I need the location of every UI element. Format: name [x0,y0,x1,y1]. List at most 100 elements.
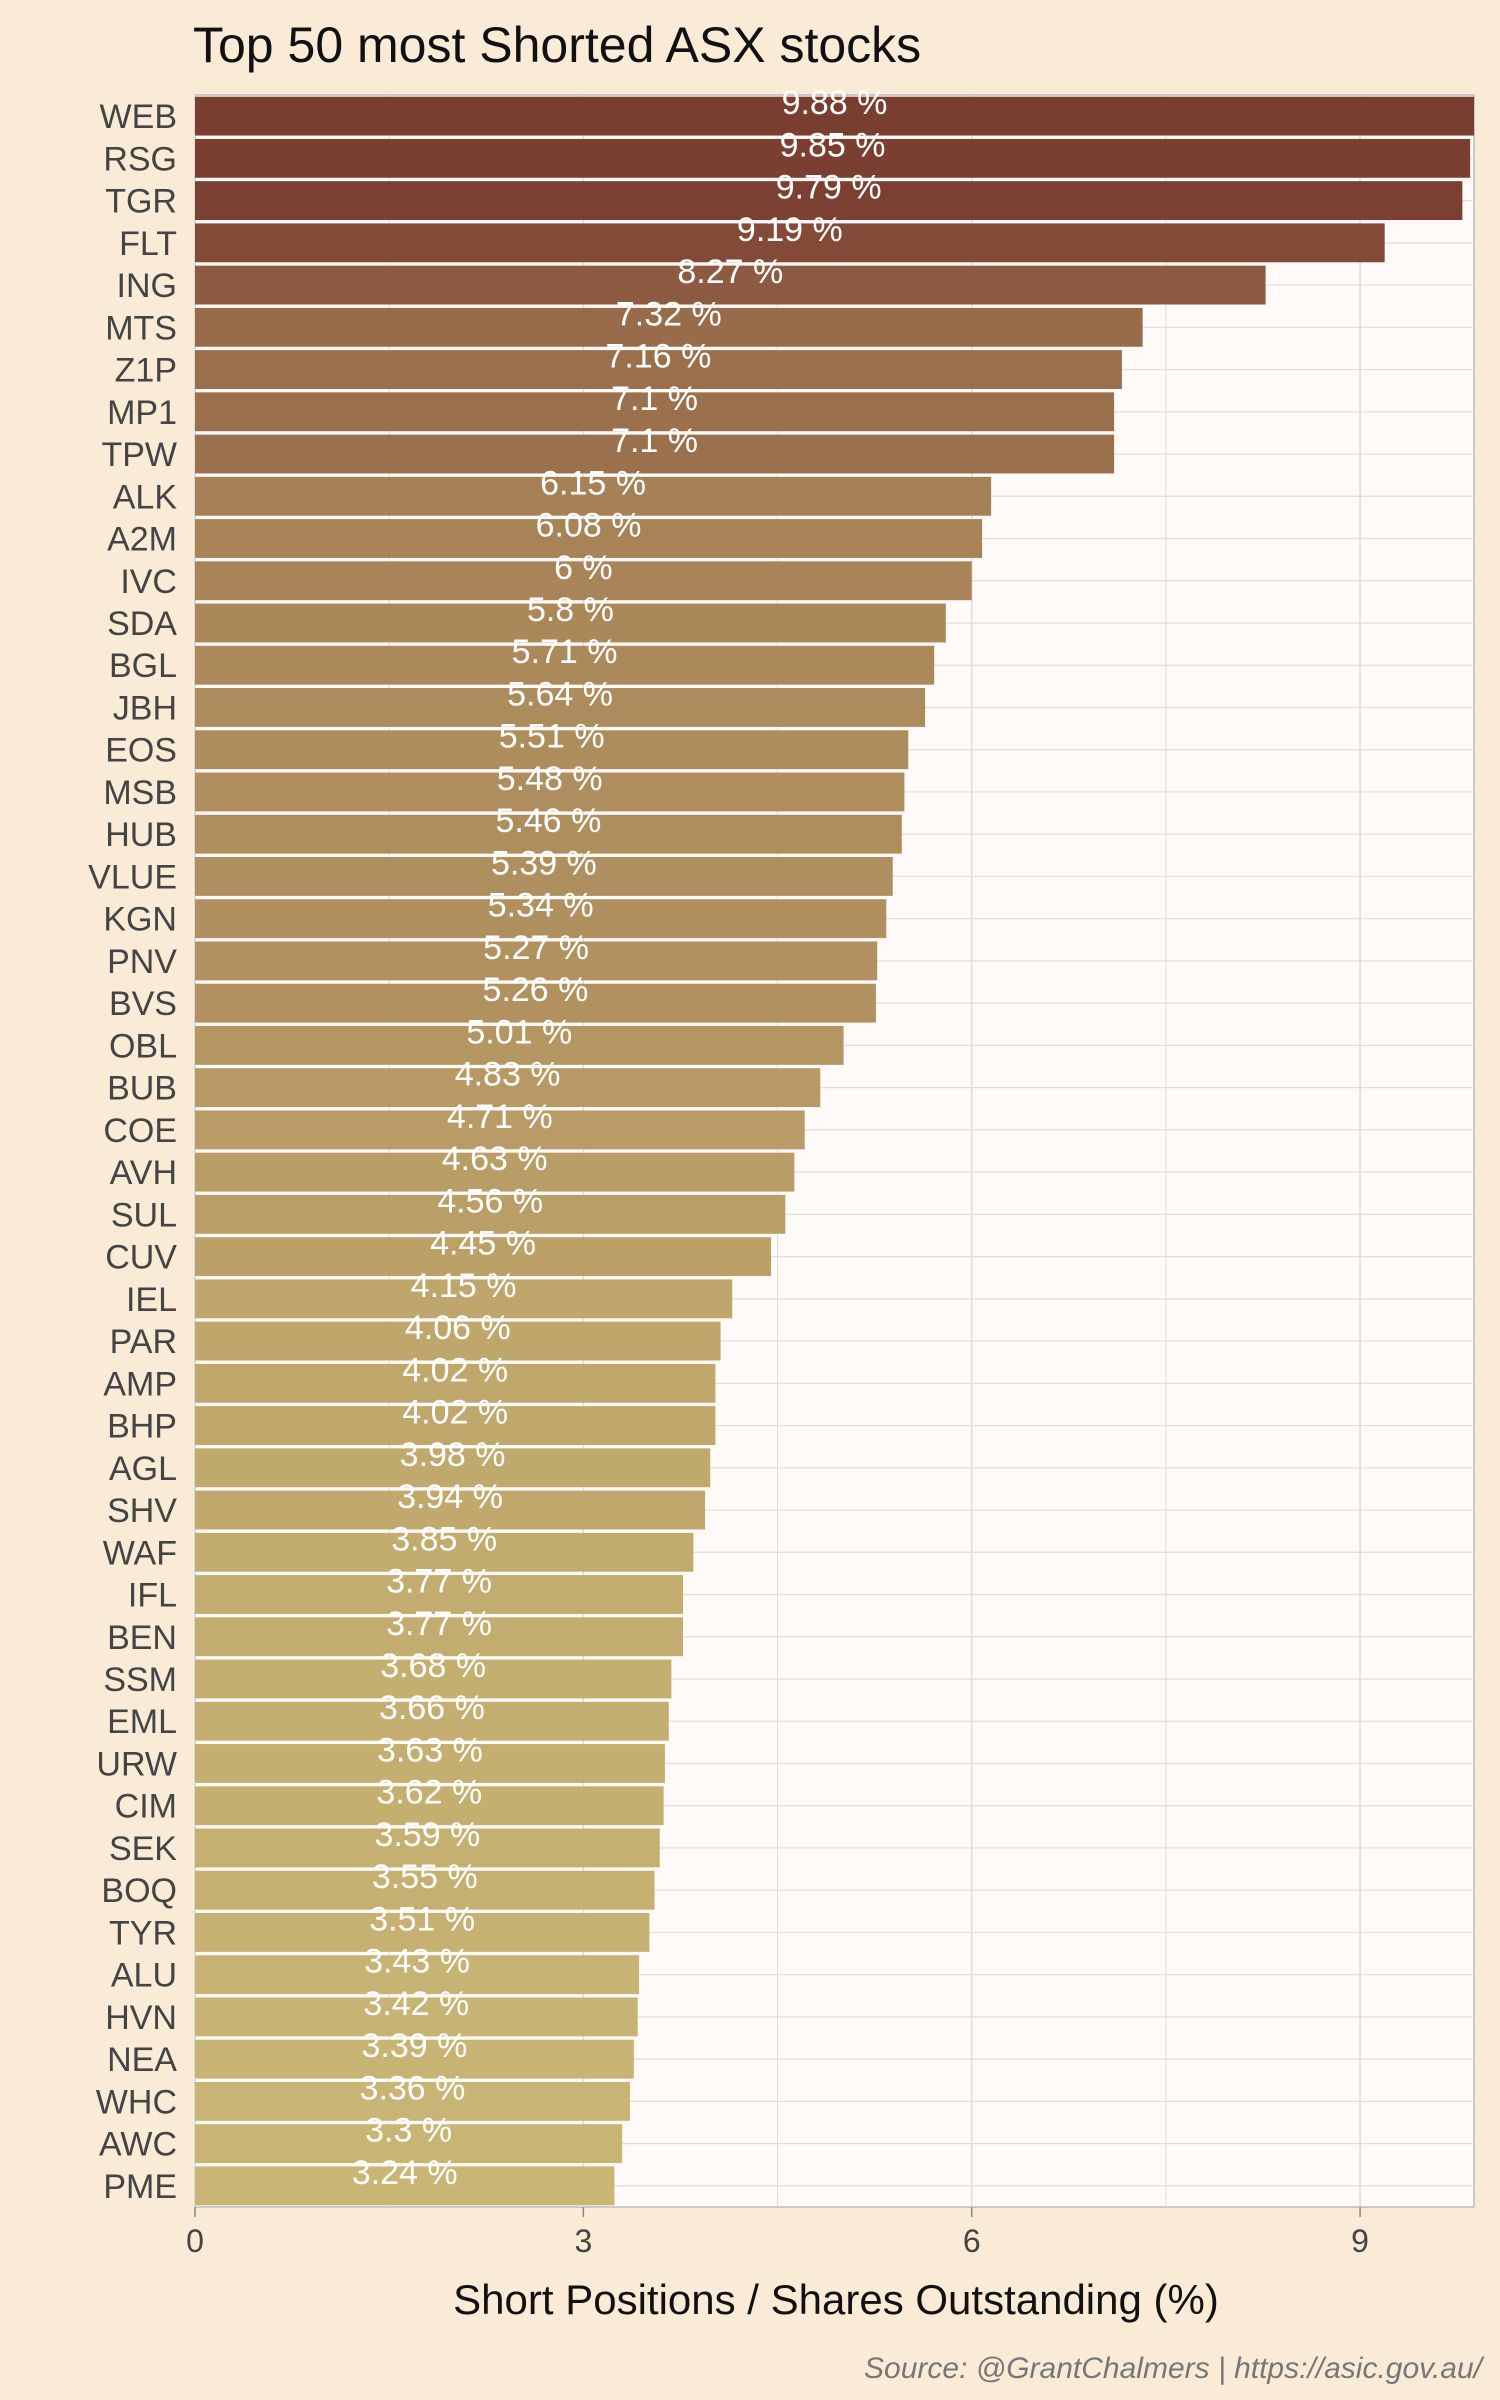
value-label: 8.27 % [677,253,783,291]
value-label: 4.83 % [455,1056,561,1094]
category-label: JBH [113,689,177,727]
bar-nea [195,2039,634,2079]
bar-boq [195,1870,655,1910]
category-label: AGL [109,1450,177,1488]
category-label: IEL [126,1281,177,1319]
value-label: 7.32 % [616,295,722,333]
category-label: EML [107,1703,177,1741]
bar-rsg [195,138,1471,178]
category-label: AMP [103,1365,177,1403]
value-label: 6.08 % [536,507,642,545]
category-label: MTS [105,309,177,347]
category-label: COE [103,1112,177,1150]
value-label: 5.39 % [491,844,597,882]
bar-par [195,1321,721,1361]
value-label: 3.43 % [364,1943,470,1981]
bar-web [195,96,1474,136]
value-label: 3.24 % [352,2154,458,2192]
bar-awc [195,2124,623,2164]
bar-whc [195,2081,630,2121]
value-label: 5.64 % [507,675,613,713]
category-label: TYR [109,1914,177,1952]
value-label: 5.48 % [497,760,603,798]
bar-tgr [195,181,1463,221]
bar-jbh [195,688,926,727]
bar-vlue [195,857,893,896]
bar-shv [195,1490,706,1530]
category-label: WAF [103,1534,177,1572]
value-label: 3.63 % [377,1731,483,1769]
category-label: SUL [111,1196,177,1234]
bar-obl [195,1025,844,1065]
value-label: 4.71 % [447,1098,553,1136]
value-label: 4.02 % [402,1394,508,1432]
category-label: MP1 [107,394,177,432]
category-label: AVH [110,1154,177,1192]
category-label: HUB [105,816,177,854]
bar-amp [195,1363,716,1403]
bar-tpw [195,434,1115,474]
bar-ifl [195,1575,684,1614]
value-label: 6.15 % [540,464,646,502]
chart-title: Top 50 most Shorted ASX stocks [193,17,921,73]
category-label: TPW [101,436,177,474]
value-label: 9.85 % [780,126,886,164]
bar-tyr [195,1913,650,1952]
x-tick-label: 9 [1351,2223,1369,2259]
category-label: BHP [107,1408,177,1446]
category-label: NEA [107,2041,177,2079]
category-label: SSM [103,1661,177,1699]
bar-sda [195,603,946,643]
value-label: 4.56 % [437,1182,543,1220]
bar-hvn [195,1997,638,2037]
value-label: 9.19 % [737,211,843,249]
category-label: OBL [109,1027,177,1065]
bar-pnv [195,941,878,981]
bar-msb [195,772,905,812]
value-label: 7.1 % [611,422,698,460]
bar-ben [195,1617,684,1657]
bar-z1p [195,350,1122,389]
category-label: WHC [96,2083,177,2121]
category-label: KGN [103,901,177,939]
category-label: FLT [119,225,177,263]
category-label: CUV [105,1239,177,1277]
bars [195,96,1474,2206]
bar-ssm [195,1659,672,1699]
category-label: SHV [107,1492,177,1530]
category-label: BUB [107,1070,177,1108]
value-label: 3.42 % [363,1985,469,2023]
bar-mp1 [195,392,1115,432]
value-label: 5.26 % [483,971,589,1009]
value-label: 3.94 % [397,1478,503,1516]
bar-ivc [195,561,972,601]
bar-cuv [195,1237,772,1277]
value-label: 4.02 % [402,1351,508,1389]
x-tick-label: 3 [574,2223,592,2259]
category-label: WEB [100,98,177,136]
category-label: SEK [109,1830,177,1868]
value-label: 5.01 % [466,1013,572,1051]
bar-bub [195,1068,821,1108]
value-label: 3.85 % [391,1520,497,1558]
value-label: 3.98 % [400,1436,506,1474]
bar-flt [195,223,1385,263]
category-label: A2M [107,521,177,559]
category-label: SDA [107,605,177,643]
x-axis-ticks: 0 3 6 9 [186,2207,1369,2259]
bar-bhp [195,1406,716,1445]
value-label: 4.45 % [430,1225,536,1263]
bar-agl [195,1448,711,1488]
value-label: 9.79 % [776,169,882,207]
value-label: 3.55 % [372,1858,478,1896]
category-label: BVS [109,985,177,1023]
category-label: PAR [110,1323,177,1361]
value-label: 3.68 % [380,1647,486,1685]
value-label: 4.63 % [442,1140,548,1178]
category-label: Z1P [115,352,177,390]
bar-kgn [195,899,887,939]
value-label: 5.34 % [488,887,594,925]
value-label: 7.1 % [611,380,698,418]
category-label: IVC [120,563,177,601]
value-label: 3.3 % [365,2112,452,2150]
